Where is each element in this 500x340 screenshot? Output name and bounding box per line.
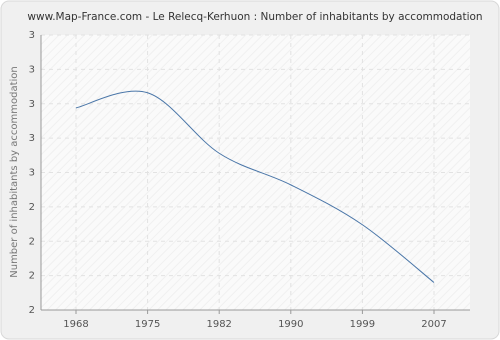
plot-area [41, 35, 470, 310]
x-tick-label: 1982 [206, 319, 231, 330]
y-tick-label: 3 [29, 30, 35, 41]
y-tick-label: 2 [29, 202, 35, 213]
y-tick-label: 3 [29, 99, 35, 110]
data-line [75, 90, 435, 283]
y-axis-label: Number of inhabitants by accommodation [9, 66, 20, 278]
x-tick-label: 1975 [135, 319, 160, 330]
y-tick-label: 3 [29, 64, 35, 75]
x-tick-label: 2007 [421, 319, 446, 330]
y-tick-label: 2 [29, 271, 35, 282]
y-tick-label: 2 [29, 305, 35, 316]
x-tick-label: 1968 [63, 319, 88, 330]
x-tick-label: 1999 [350, 319, 375, 330]
y-tick-label: 3 [29, 133, 35, 144]
y-tick-label: 2 [29, 236, 35, 247]
chart-title: www.Map-France.com - Le Relecq-Kerhuon :… [27, 11, 482, 23]
y-tick-label: 3 [29, 168, 35, 179]
x-tick-label: 1990 [278, 319, 303, 330]
